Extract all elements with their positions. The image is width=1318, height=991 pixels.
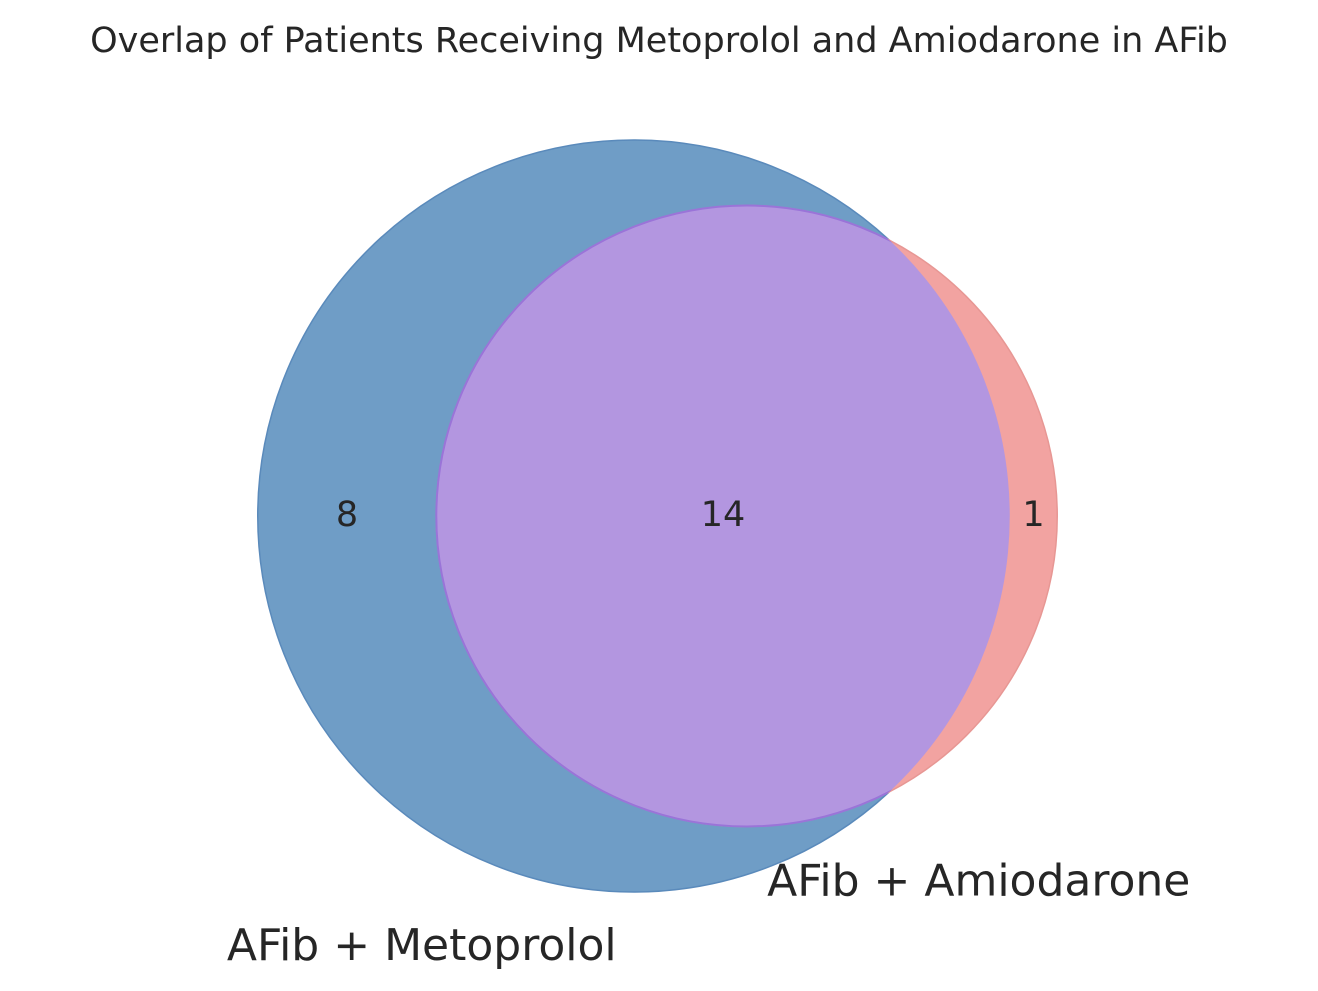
set-label: AFib + Amiodarone bbox=[767, 855, 1190, 906]
set-label: AFib + Metoprolol bbox=[227, 920, 617, 971]
overlap-edge bbox=[435, 204, 1010, 828]
region-label: 14 bbox=[701, 495, 746, 535]
region-label: 1 bbox=[1022, 495, 1044, 535]
overlap-region bbox=[436, 205, 1010, 827]
region-label: 8 bbox=[336, 495, 358, 535]
chart-title: Overlap of Patients Receiving Metoprolol… bbox=[90, 21, 1228, 61]
